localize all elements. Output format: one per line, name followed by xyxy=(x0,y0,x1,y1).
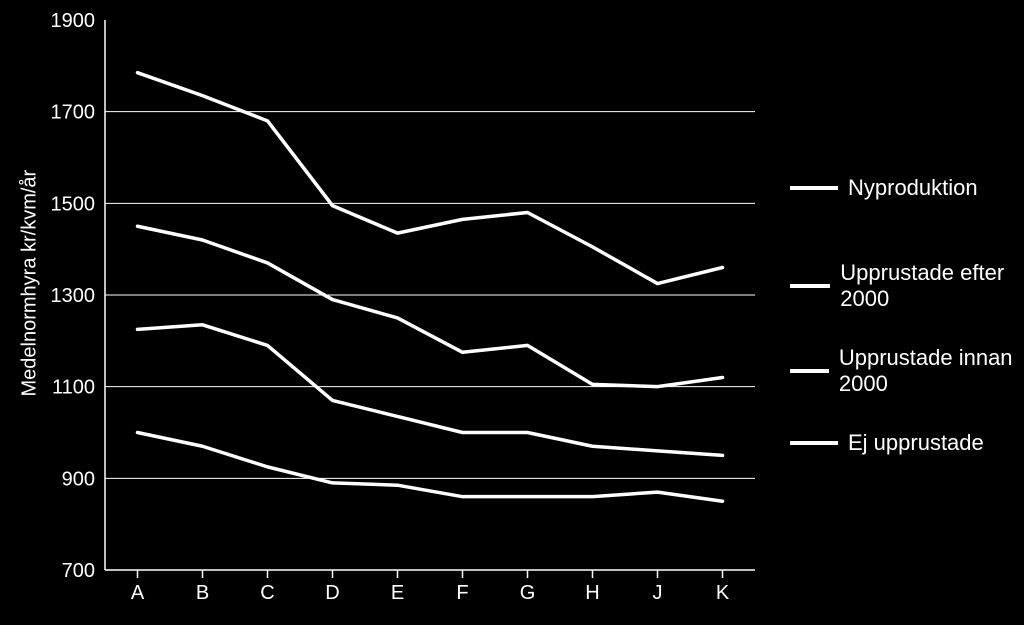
legend-label: Nyproduktion xyxy=(848,175,978,201)
legend-swatch xyxy=(790,369,829,373)
legend-label: Ej upprustade xyxy=(848,430,984,456)
legend-label: Upprustade efter 2000 xyxy=(840,260,1024,312)
x-tick-label: E xyxy=(391,582,404,604)
x-tick-label: G xyxy=(520,582,536,604)
legend-item: Nyproduktion xyxy=(790,175,978,201)
x-tick-label: K xyxy=(716,582,730,604)
legend-label: Upprustade innan 2000 xyxy=(839,345,1024,397)
x-tick-label: A xyxy=(131,582,145,604)
x-tick-label: B xyxy=(196,582,209,604)
chart-svg: 700 900 1100 1300 1500 1700 1900 A B C D E F G H J K xyxy=(0,0,1024,625)
legend-swatch xyxy=(790,441,838,445)
x-tick-label: H xyxy=(585,582,599,604)
x-tick-label: J xyxy=(653,582,663,604)
legend-item: Ej upprustade xyxy=(790,430,984,456)
line-chart: 700 900 1100 1300 1500 1700 1900 A B C D E F G H J K Med… xyxy=(0,0,1024,625)
y-tick-label: 1300 xyxy=(51,285,96,307)
x-tick-label: C xyxy=(260,582,274,604)
x-tick-label: F xyxy=(456,582,468,604)
legend-swatch xyxy=(790,186,838,190)
y-axis-label: Medelnormhyra kr/kvm/år xyxy=(19,197,42,397)
y-tick-label: 1700 xyxy=(51,102,96,124)
y-tick-label: 900 xyxy=(62,468,95,490)
x-tick-label: D xyxy=(325,582,339,604)
legend-item: Upprustade innan 2000 xyxy=(790,345,1024,397)
legend-swatch xyxy=(790,284,830,288)
y-tick-label: 1500 xyxy=(51,193,96,215)
y-tick-label: 1900 xyxy=(51,10,96,32)
y-tick-label: 700 xyxy=(62,560,95,582)
y-tick-label: 1100 xyxy=(52,377,95,399)
legend-item: Upprustade efter 2000 xyxy=(790,260,1024,312)
